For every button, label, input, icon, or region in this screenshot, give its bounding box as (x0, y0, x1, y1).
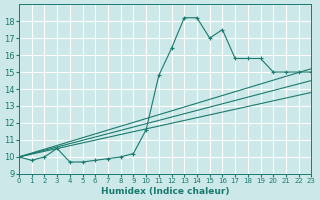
X-axis label: Humidex (Indice chaleur): Humidex (Indice chaleur) (101, 187, 229, 196)
